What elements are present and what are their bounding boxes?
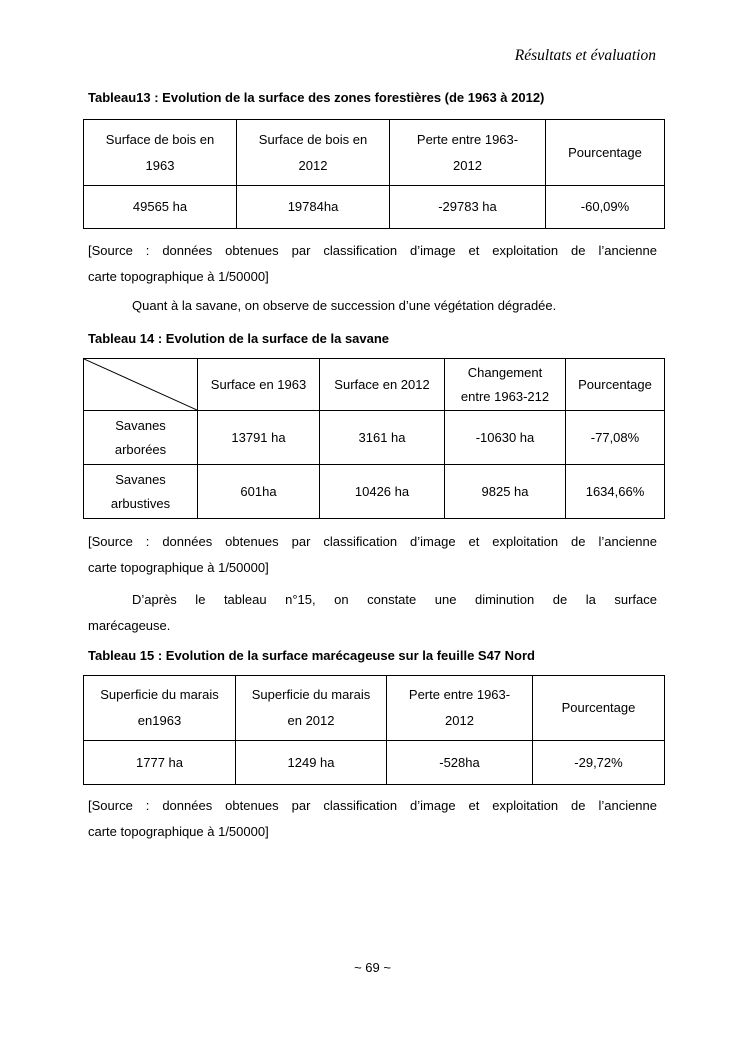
source-line: carte topographique à 1/50000] (88, 269, 269, 284)
table14-cell: 3161 ha (319, 410, 445, 465)
table14-rowlabel-arborees: Savanes arborées (83, 410, 198, 465)
table13-cell-surface-2012: 19784ha (236, 185, 390, 229)
table13-cell-surface-1963: 49565 ha (83, 185, 237, 229)
table14-source-note: [Source : données obtenues par classific… (83, 529, 664, 581)
table13-header-col2: Surface de bois en 2012 (236, 119, 390, 186)
table14-cell: 10426 ha (319, 464, 445, 519)
table13-data-row: 49565 ha 19784ha -29783 ha -60,09% (83, 185, 665, 229)
table15-cell-marais-1963: 1777 ha (83, 740, 236, 785)
table14-title: Tableau 14 : Evolution de la surface de … (88, 331, 390, 346)
table15-data-row: 1777 ha 1249 ha -528ha -29,72% (83, 740, 665, 785)
table14-header-col1: Surface en 1963 (197, 358, 320, 411)
table14-header-col2: Surface en 2012 (319, 358, 445, 411)
paragraph-savane: Quant à la savane, on observe de success… (132, 298, 557, 313)
source-line: [Source : données obtenues par classific… (88, 798, 657, 813)
table13-cell-pourcentage: -60,09% (545, 185, 665, 229)
table14-row-arbustives: Savanes arbustives 601ha 10426 ha 9825 h… (83, 464, 665, 519)
table13: Surface de bois en 1963 Surface de bois … (83, 119, 665, 229)
table15: Superficie du marais en1963 Superficie d… (83, 675, 665, 785)
table13-header-col1: Surface de bois en 1963 (83, 119, 237, 186)
running-header: Résultats et évaluation (514, 47, 656, 64)
table14-header-col4: Pourcentage (565, 358, 665, 411)
table15-header-col4: Pourcentage (532, 675, 665, 741)
table14-cell: 9825 ha (444, 464, 566, 519)
table15-header-col2: Superficie du marais en 2012 (235, 675, 387, 741)
paragraph-marais: D’après le tableau n°15, on constate une… (83, 587, 664, 639)
table14-cell: 13791 ha (197, 410, 320, 465)
source-line: [Source : données obtenues par classific… (88, 243, 657, 258)
table14-cell: 1634,66% (565, 464, 665, 519)
table13-header-col3: Perte entre 1963- 2012 (389, 119, 546, 186)
table15-cell-pourcentage: -29,72% (532, 740, 665, 785)
table15-cell-perte: -528ha (386, 740, 533, 785)
table14-header-col3: Changement entre 1963-212 (444, 358, 566, 411)
table15-header-row: Superficie du marais en1963 Superficie d… (83, 675, 665, 741)
table13-cell-perte: -29783 ha (389, 185, 546, 229)
table15-header-col3: Perte entre 1963- 2012 (386, 675, 533, 741)
table15-header-col1: Superficie du marais en1963 (83, 675, 236, 741)
source-line: [Source : données obtenues par classific… (88, 534, 657, 549)
table13-title: Tableau13 : Evolution de la surface des … (88, 90, 545, 105)
table14-cell: -77,08% (565, 410, 665, 465)
table14-row-arborees: Savanes arborées 13791 ha 3161 ha -10630… (83, 410, 665, 465)
table15-cell-marais-2012: 1249 ha (235, 740, 387, 785)
paragraph-line: marécageuse. (88, 618, 171, 633)
table14-cell: -10630 ha (444, 410, 566, 465)
table14-cell: 601ha (197, 464, 320, 519)
table14-rowlabel-arbustives: Savanes arbustives (83, 464, 198, 519)
table13-header-row: Surface de bois en 1963 Surface de bois … (83, 119, 665, 186)
table15-source-note: [Source : données obtenues par classific… (83, 793, 664, 845)
diagonal-line-icon (84, 359, 197, 410)
table14-corner-cell (83, 358, 198, 411)
source-line: carte topographique à 1/50000] (88, 824, 269, 839)
table13-header-col4: Pourcentage (545, 119, 665, 186)
source-line: carte topographique à 1/50000] (88, 560, 269, 575)
table15-title: Tableau 15 : Evolution de la surface mar… (88, 648, 535, 663)
table14-header-row: Surface en 1963 Surface en 2012 Changeme… (83, 358, 665, 411)
table13-source-note: [Source : données obtenues par classific… (83, 238, 664, 290)
table14: Surface en 1963 Surface en 2012 Changeme… (83, 358, 665, 519)
page-content: Tableau13 : Evolution de la surface des … (83, 0, 665, 845)
paragraph-line: D’après le tableau n°15, on constate une… (132, 592, 657, 607)
page-number: ~ 69 ~ (354, 960, 391, 975)
